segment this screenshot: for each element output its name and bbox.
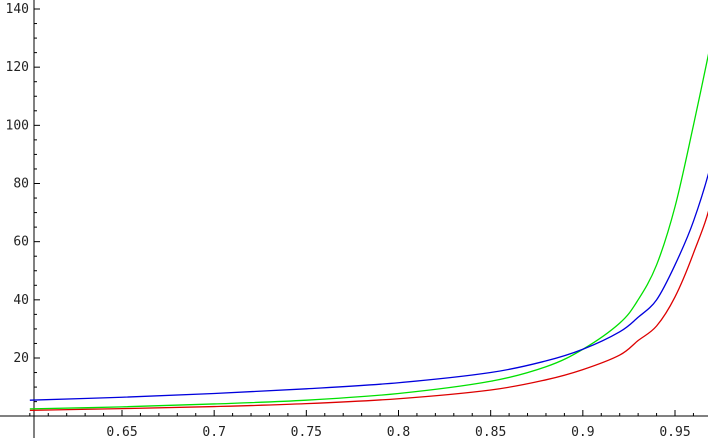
x-tick-label: 0.8: [387, 425, 410, 438]
y-tick-label: 100: [6, 118, 29, 133]
x-tick-label: 0.85: [475, 425, 506, 438]
y-tick-label: 40: [13, 293, 29, 308]
y-tick-label: 120: [6, 60, 29, 75]
y-tick-label: 80: [13, 177, 29, 192]
x-tick-label: 0.95: [659, 425, 690, 438]
series-line-red: [29, 210, 708, 411]
x-tick-label: 0.75: [291, 425, 322, 438]
y-tick-label: 20: [13, 351, 29, 366]
series-line-blue: [29, 172, 708, 401]
y-tick-label: 60: [13, 235, 29, 250]
x-tick-label: 0.7: [202, 425, 225, 438]
x-tick-label: 0.9: [571, 425, 594, 438]
series-group: [29, 53, 708, 411]
x-tick-label: 0.65: [106, 425, 137, 438]
y-tick-label: 140: [6, 2, 29, 17]
series-line-green: [29, 53, 708, 410]
